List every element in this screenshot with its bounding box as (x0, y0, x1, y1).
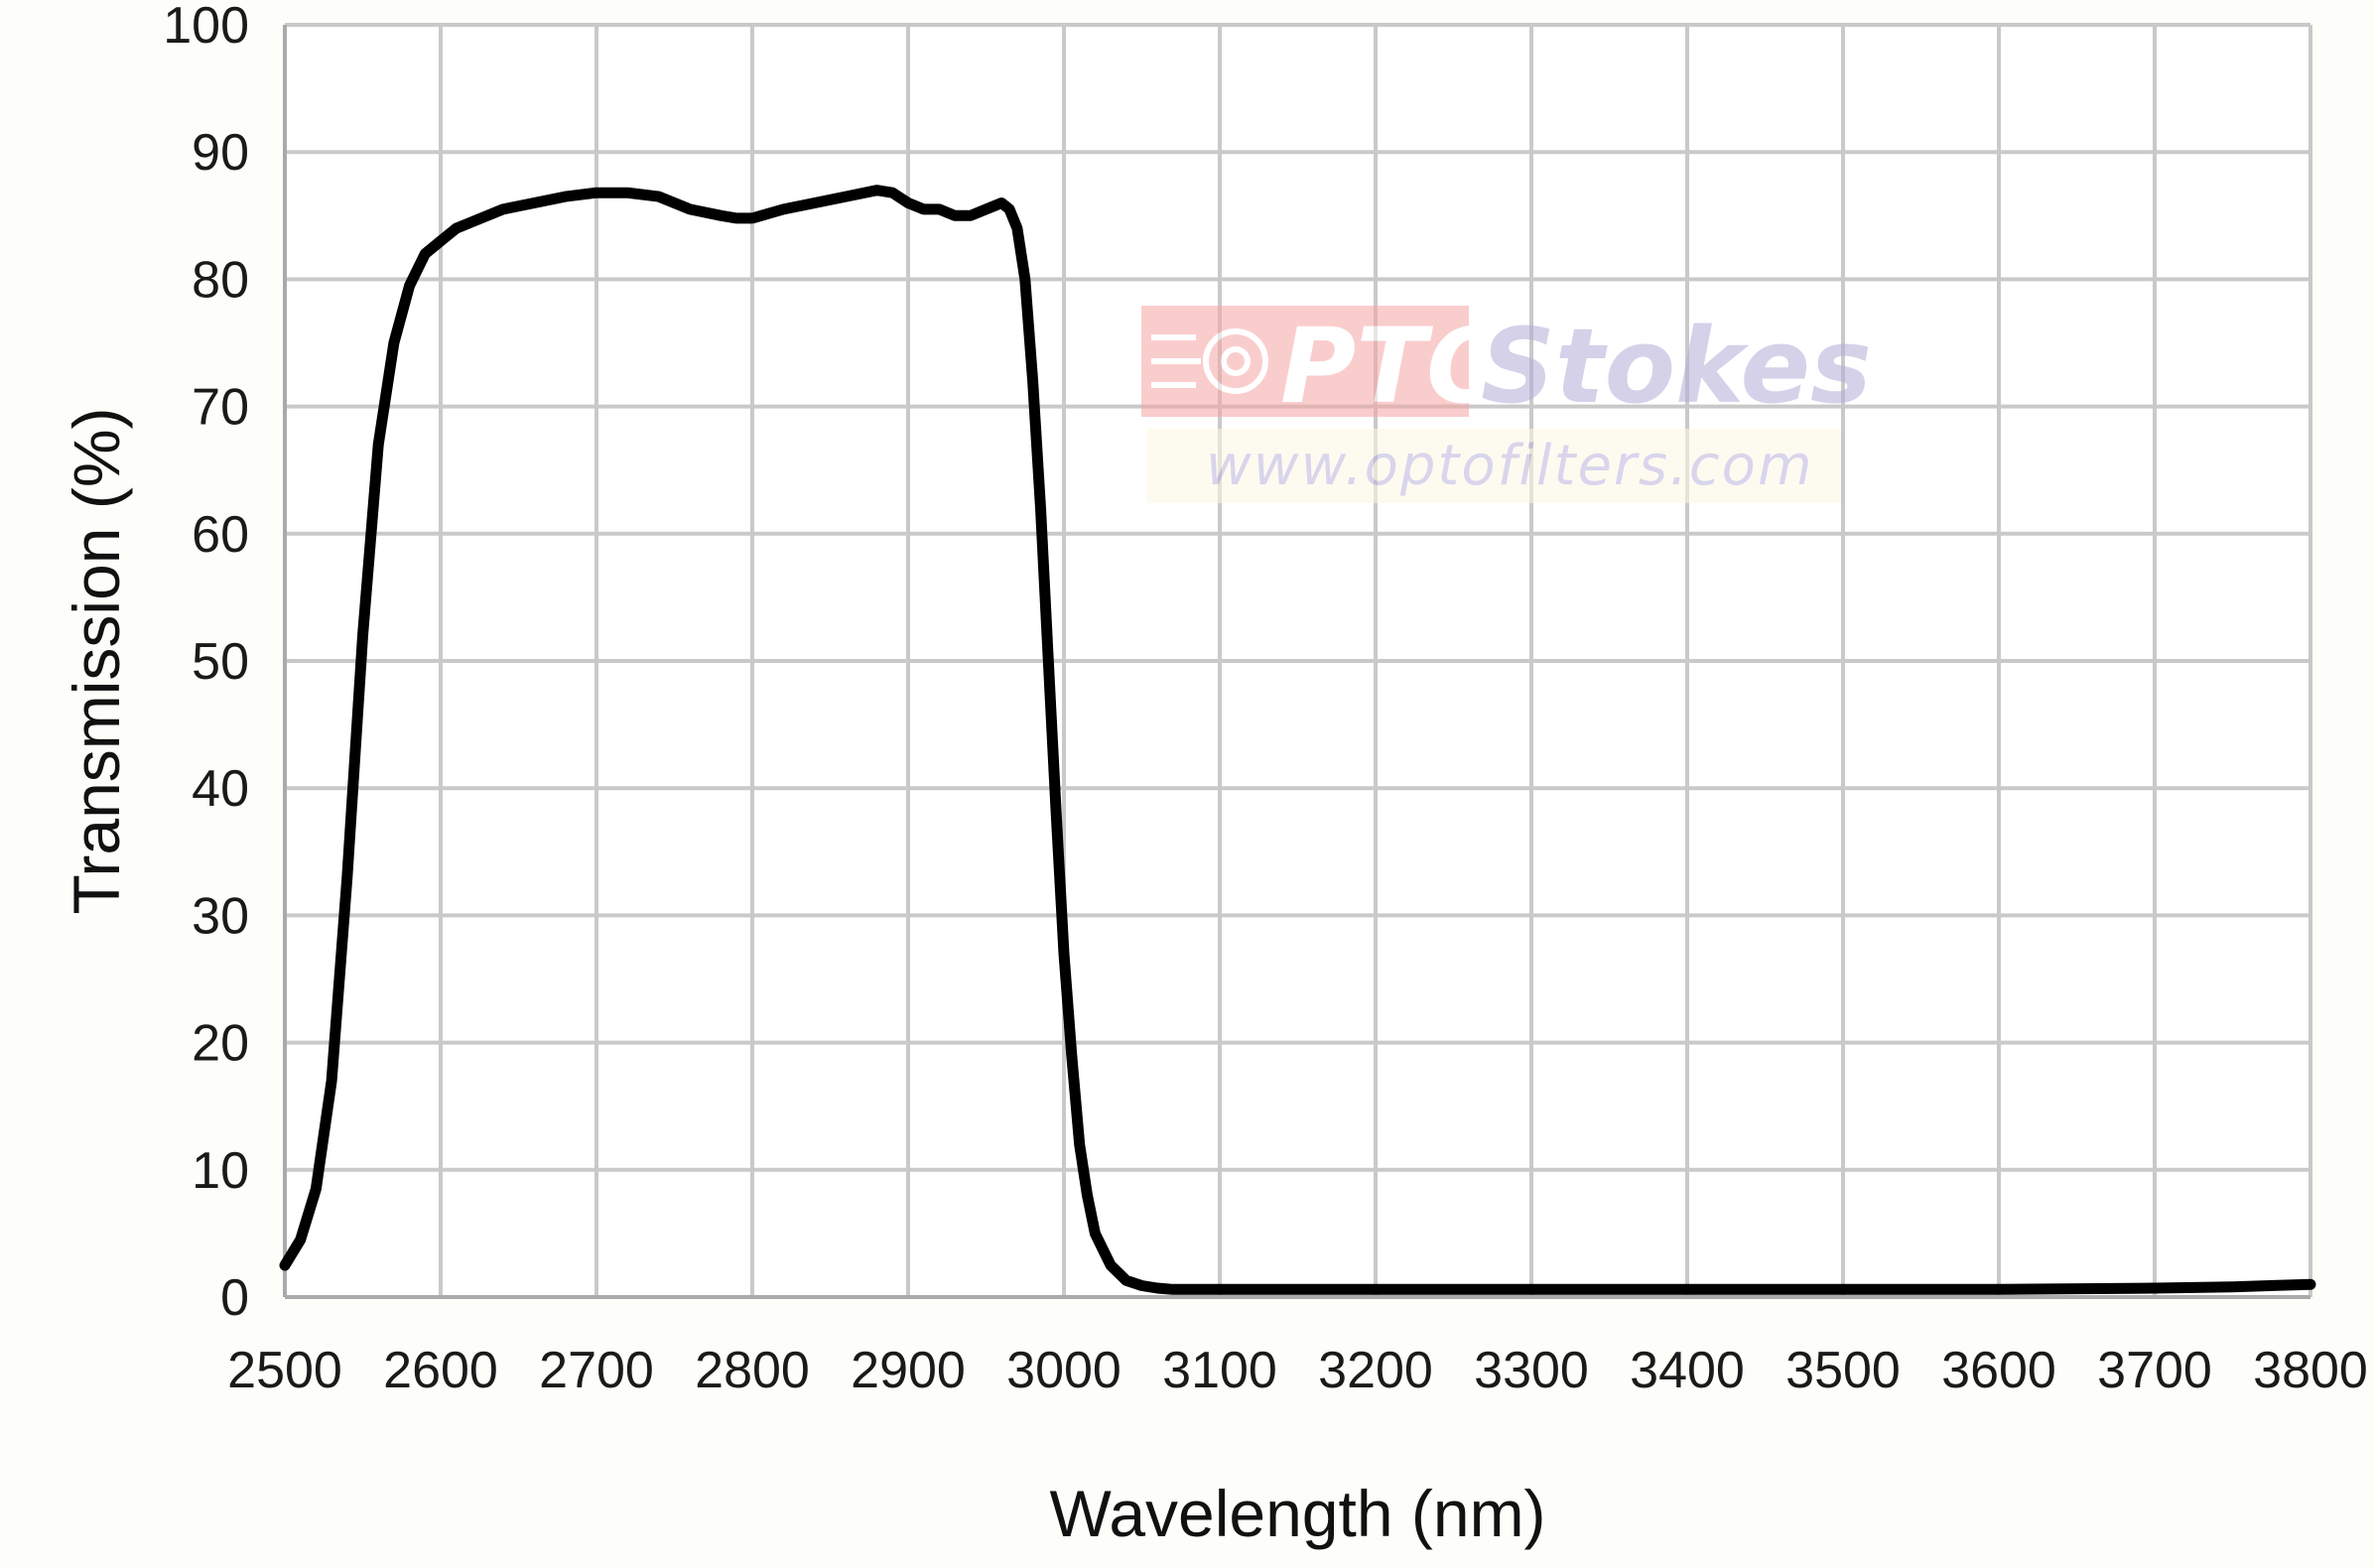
y-axis-label: Transmission (%) (60, 408, 133, 915)
x-tick-label: 2700 (539, 1342, 654, 1399)
x-tick-label: 3700 (2097, 1342, 2212, 1399)
tick-labels: 0 10 20 30 40 50 60 70 80 90 100 2500 2600 2700 2800 29… (163, 0, 2368, 1399)
watermark-brand-prefix: PTO (1280, 306, 1515, 427)
x-tick-label: 3800 (2253, 1342, 2368, 1399)
y-tick-label: 0 (220, 1269, 249, 1327)
y-tick-label: 40 (192, 760, 249, 818)
axes (283, 25, 2310, 1299)
transmission-curve (279, 185, 2316, 1295)
y-tick-label: 90 (192, 124, 249, 182)
grid (283, 23, 2312, 1299)
x-tick-label: 2800 (695, 1342, 810, 1399)
y-tick-label: 30 (192, 887, 249, 945)
x-tick-label: 3000 (1006, 1342, 1121, 1399)
x-tick-label: 3300 (1474, 1342, 1589, 1399)
x-tick-label: 3100 (1162, 1342, 1277, 1399)
y-tick-label: 70 (192, 379, 249, 437)
x-tick-label: 2500 (227, 1342, 342, 1399)
x-tick-label: 2900 (851, 1342, 966, 1399)
y-tick-label: 50 (192, 633, 249, 691)
x-tick-label: 3600 (1941, 1342, 2056, 1399)
y-tick-label: 60 (192, 506, 249, 564)
watermark-brand-suffix: Stokes (1481, 306, 1872, 427)
y-tick-label: 100 (163, 0, 249, 55)
x-tick-label: 3400 (1630, 1342, 1745, 1399)
watermark-url-box (1146, 429, 1841, 503)
x-tick-label: 3500 (1785, 1342, 1901, 1399)
watermark-logo-icon (1151, 328, 1268, 394)
y-tick-label: 10 (192, 1142, 249, 1200)
watermark-url: www.optofilters.com (1206, 434, 1814, 498)
x-tick-label: 2600 (383, 1342, 498, 1399)
y-tick-label: 80 (192, 251, 249, 309)
watermark: PTO Stokes www.optofilters.com (1141, 306, 1872, 503)
y-tick-label: 20 (192, 1015, 249, 1073)
x-tick-label: 3200 (1318, 1342, 1433, 1399)
x-axis-label: Wavelength (nm) (1049, 1477, 1545, 1550)
